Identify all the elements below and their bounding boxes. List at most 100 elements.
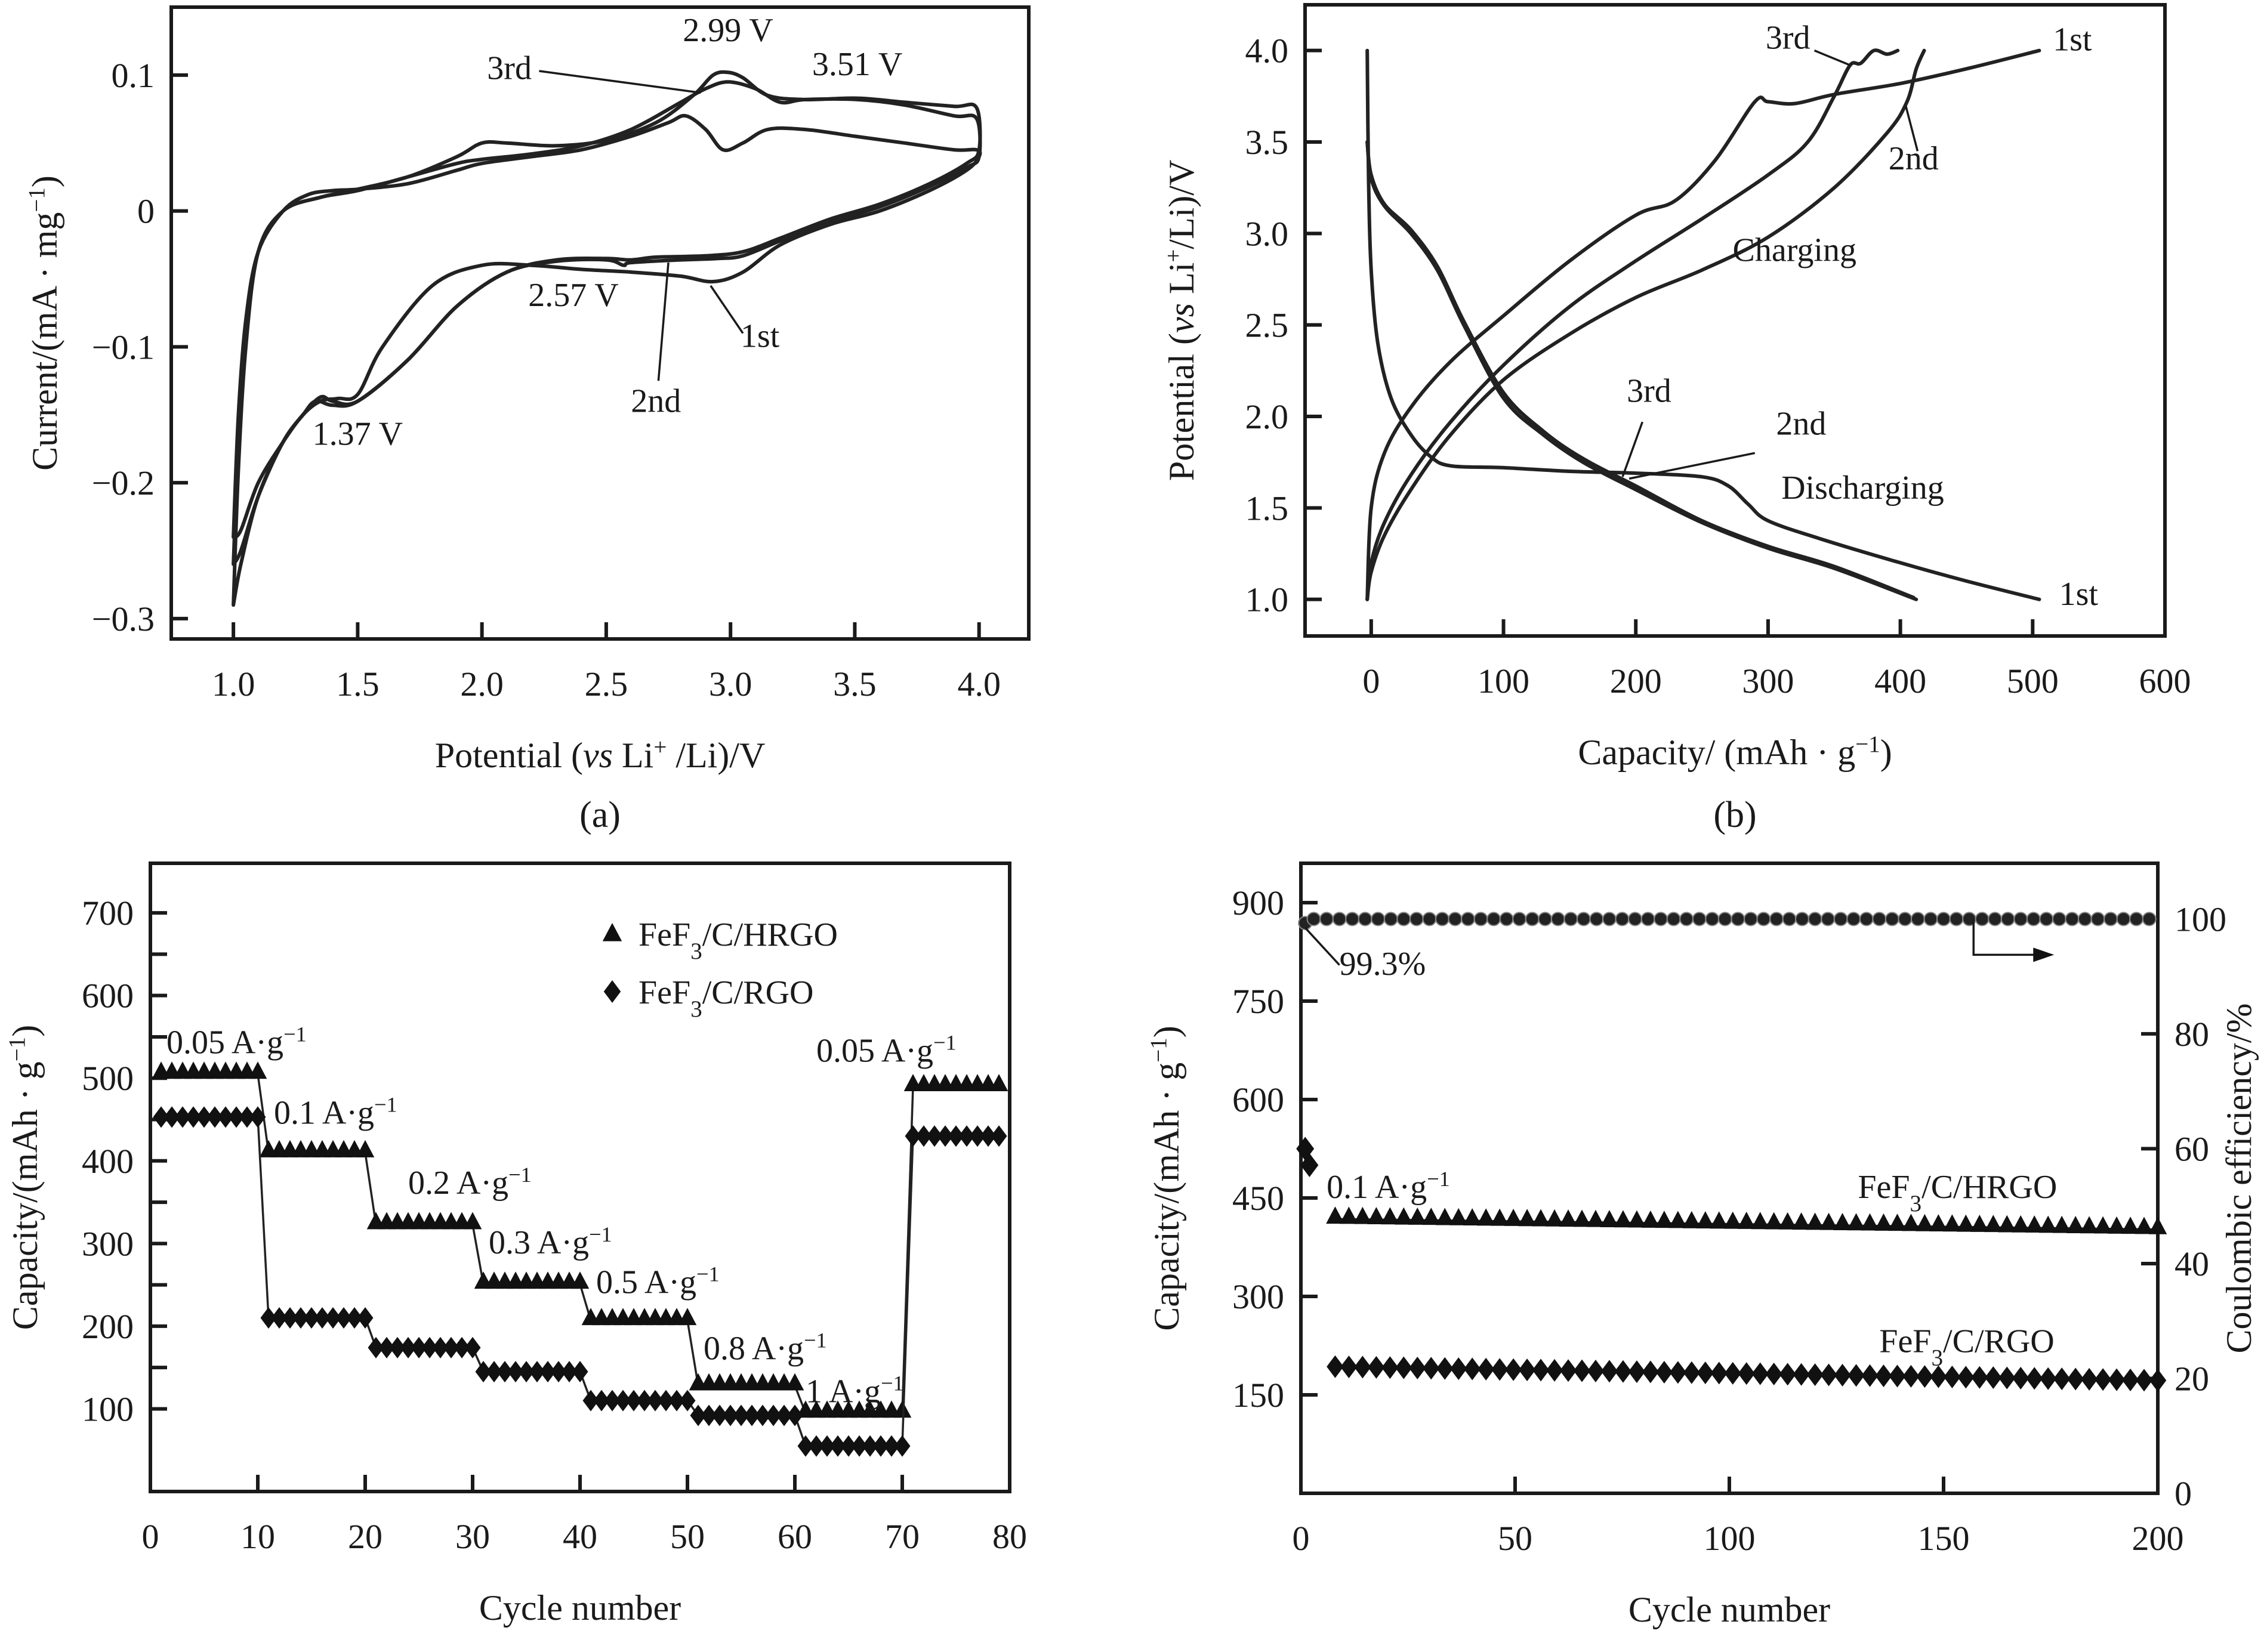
text-span: Capacity/(mAh · g <box>5 1061 45 1330</box>
y-tick-label: 900 <box>1232 884 1284 922</box>
panel-a-cv-curves: 1.0 1.5 2.0 2.5 3.0 3.5 4.0 0.1 0 −0.1 −0.2 −0.3 2.9… <box>24 5 1031 835</box>
rgo-diamond-marker <box>1628 1360 1646 1384</box>
rgo-diamond-marker <box>658 1389 674 1412</box>
hrgo-triangle-marker <box>1957 1214 1975 1232</box>
ce-circle-marker <box>1743 912 1758 927</box>
rgo-diamond-marker <box>454 1336 470 1358</box>
cv-curve-2nd <box>232 80 982 566</box>
annotation-discharge-3rd: 3rd <box>1627 372 1671 409</box>
text-span: Potential ( <box>1162 333 1201 481</box>
text-span: FeF <box>639 974 690 1011</box>
annotation-label-2nd: 2nd <box>631 383 681 420</box>
rgo-diamond-marker <box>1573 1359 1591 1382</box>
rgo-diamond-marker <box>679 1389 696 1412</box>
gcd-curve-1st-charge <box>1365 48 2041 601</box>
x-tick-label: 2.0 <box>460 665 504 703</box>
rgo-diamond-marker <box>1491 1358 1509 1381</box>
rgo-diamond-marker <box>1477 1357 1495 1381</box>
hrgo-triangle-marker <box>570 1271 590 1289</box>
y-axis-label: Capacity/(mAh · g−1) <box>1146 1026 1187 1330</box>
rgo-diamond-marker <box>872 1435 889 1457</box>
text-span: −1 <box>374 1092 397 1116</box>
text-span: 0.3 A·g <box>489 1224 589 1261</box>
gcd-curve-1st-discharge <box>1365 48 2041 601</box>
ce-circle-marker <box>1666 912 1681 927</box>
y-tick-label: 600 <box>82 977 134 1015</box>
rgo-diamond-marker <box>1944 1366 1961 1389</box>
rgo-diamond-marker <box>1395 1356 1412 1379</box>
x-tick-label: 600 <box>2139 662 2191 700</box>
text-span: −1 <box>804 1328 827 1352</box>
rgo-diamond-marker <box>282 1307 298 1329</box>
rgo-diamond-marker <box>271 1307 288 1329</box>
rgo-diamond-marker <box>1327 1355 1344 1378</box>
rate-annotation: 0.2 A·g−1 <box>408 1163 532 1202</box>
ce-circle-marker <box>2039 912 2054 927</box>
x-tick-label: 500 <box>2007 662 2059 700</box>
hrgo-triangle-marker <box>1874 1213 1893 1231</box>
hrgo-triangle-marker <box>1449 1208 1468 1225</box>
rgo-diamond-marker <box>2094 1368 2112 1391</box>
x-tick-label: 3.5 <box>833 665 877 703</box>
annotation-peak-2-57v: 2.57 V <box>528 277 618 314</box>
text-span: ) <box>1147 1026 1186 1037</box>
x-tick-label: 80 <box>992 1517 1027 1556</box>
gcd-curve-2nd-charge <box>1365 48 1926 601</box>
y-tick-label: 1.5 <box>1245 489 1289 527</box>
rgo-diamond-marker <box>1971 1366 1988 1389</box>
annotation-leader-line <box>1621 421 1643 477</box>
rgo-diamond-marker <box>1436 1357 1454 1380</box>
y2-tick-label: 20 <box>2175 1359 2209 1398</box>
text-span: Capacity/ (mAh · g <box>1578 733 1855 772</box>
y-tick-label: 600 <box>1232 1080 1284 1119</box>
y2-tick-label: 40 <box>2175 1245 2209 1283</box>
y2-tick-label: 60 <box>2175 1129 2209 1168</box>
ce-circle-marker <box>1306 912 1321 927</box>
text-span: /C/RGO <box>702 974 814 1011</box>
text-span: /Li)/V <box>667 736 765 775</box>
text-span: −1 <box>696 1262 720 1286</box>
rgo-diamond-marker <box>1683 1361 1701 1384</box>
hrgo-triangle-marker <box>1641 1210 1660 1228</box>
hrgo-triangle-marker <box>2121 1216 2140 1234</box>
rgo-diamond-marker <box>2135 1369 2153 1392</box>
ce-circle-marker <box>1499 912 1514 927</box>
hrgo-triangle-marker <box>2093 1216 2112 1234</box>
rgo-diamond-marker <box>196 1106 212 1128</box>
rgo-diamond-marker <box>894 1435 911 1457</box>
rgo-diamond-marker <box>507 1361 524 1383</box>
ce-circle-marker <box>1409 912 1424 927</box>
hrgo-triangle-marker <box>1710 1211 1729 1229</box>
y-tick-label: 300 <box>82 1224 134 1263</box>
ce-circle-marker <box>1884 912 1899 927</box>
hrgo-triangle-marker <box>1435 1208 1454 1225</box>
hrgo-triangle-marker <box>1861 1213 1879 1231</box>
y-tick-label: 150 <box>1232 1376 1284 1415</box>
rgo-diamond-marker <box>421 1336 438 1358</box>
rgo-diamond-marker <box>239 1106 255 1128</box>
text-span: vs <box>1162 303 1201 333</box>
x-tick-label: 0 <box>142 1517 159 1556</box>
rgo-diamond-marker <box>1463 1357 1481 1381</box>
ce-circle-marker <box>1808 912 1822 927</box>
rgo-diamond-marker <box>948 1125 964 1147</box>
hrgo-triangle-marker <box>1696 1211 1715 1229</box>
rgo-diamond-marker <box>518 1361 535 1383</box>
ce-circle-marker <box>1576 912 1591 927</box>
hrgo-triangle-marker <box>1381 1207 1399 1225</box>
initial-capacity-marker <box>1300 1153 1319 1177</box>
text-span: 3 <box>690 996 702 1022</box>
rgo-diamond-marker <box>2108 1368 2126 1391</box>
y-tick-label: 450 <box>1232 1179 1284 1218</box>
y-tick-label: 4.0 <box>1245 32 1289 70</box>
text-span: Capacity/(mAh · g <box>1147 1063 1186 1331</box>
rgo-diamond-marker <box>292 1307 309 1329</box>
rgo-diamond-marker <box>851 1435 868 1457</box>
rgo-diamond-marker <box>228 1106 245 1128</box>
annotation-discharging: Discharging <box>1781 470 1944 507</box>
rgo-diamond-marker <box>1559 1359 1577 1382</box>
ce-circle-marker <box>1821 912 1836 927</box>
y-tick-label: 0.1 <box>112 56 155 95</box>
y-tick-label: −0.3 <box>92 600 155 638</box>
text-span: /C/HRGO <box>702 916 838 953</box>
